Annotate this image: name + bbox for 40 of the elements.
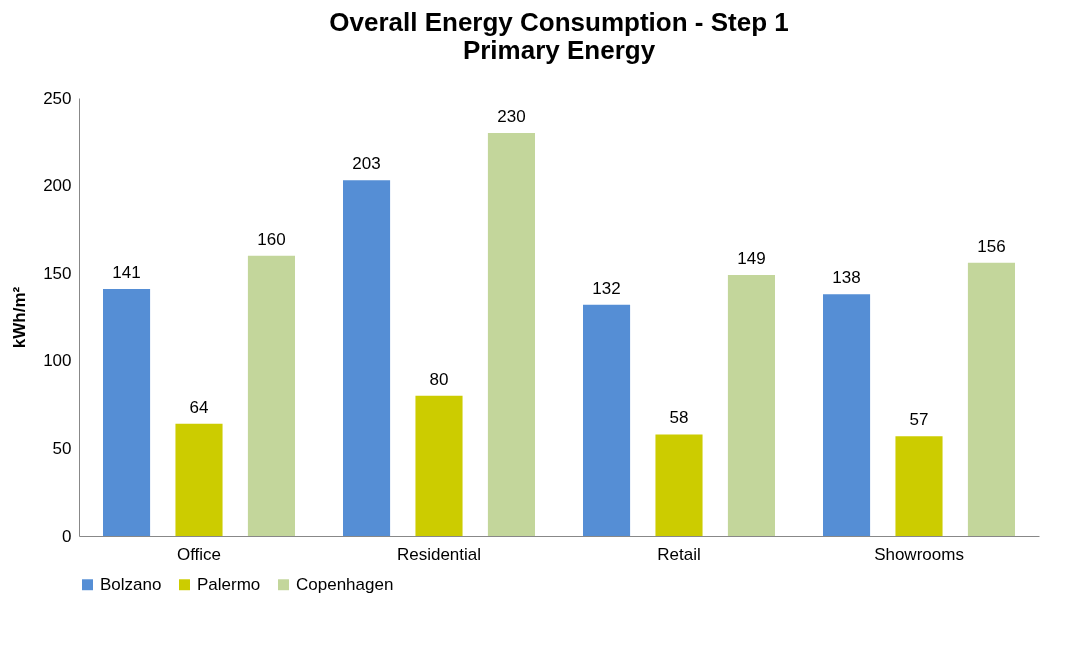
bar: [343, 180, 391, 536]
bar: [247, 255, 295, 536]
legend-label: Bolzano: [100, 574, 162, 594]
chart-subtitle: Primary Energy: [462, 35, 656, 65]
data-label: 230: [497, 107, 526, 127]
legend-label: Palermo: [197, 574, 261, 594]
y-tick-label: 50: [52, 438, 72, 458]
data-label: 141: [112, 262, 141, 282]
bar: [823, 294, 871, 536]
bar: [415, 395, 463, 536]
y-tick-label: 200: [43, 176, 72, 196]
bar: [175, 423, 223, 536]
y-tick-label: 250: [43, 88, 72, 108]
bar: [655, 434, 703, 536]
x-tick-label: Residential: [396, 544, 482, 564]
x-tick-label: Office: [176, 544, 222, 564]
y-axis-title: kWh/m²: [10, 286, 30, 349]
bar: [103, 288, 151, 536]
y-tick-label: 0: [62, 526, 72, 546]
bar: [583, 304, 631, 536]
bar: [967, 262, 1015, 536]
x-tick-label: Retail: [657, 544, 701, 564]
bar: [487, 133, 535, 536]
bar: [895, 436, 943, 536]
data-label: 58: [669, 408, 689, 428]
y-tick-label: 150: [43, 263, 72, 283]
data-label: 149: [737, 248, 766, 268]
legend-label: Copenhagen: [296, 574, 394, 594]
data-label: 138: [832, 268, 861, 288]
data-label: 57: [909, 410, 929, 430]
data-label: 203: [352, 154, 381, 174]
data-label: 160: [257, 229, 286, 249]
data-label: 80: [429, 369, 449, 389]
x-tick-label: Showrooms: [874, 544, 964, 564]
data-label: 64: [189, 397, 209, 417]
data-label: 156: [977, 236, 1006, 256]
data-label: 132: [592, 278, 621, 298]
y-tick-label: 100: [43, 351, 72, 371]
chart-title: Overall Energy Consumption - Step 1: [329, 7, 789, 37]
bar: [727, 274, 775, 536]
